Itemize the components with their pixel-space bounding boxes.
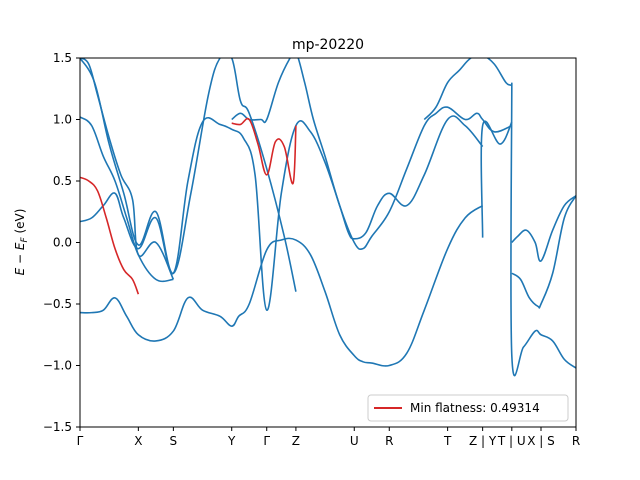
band-line-8 <box>510 82 576 377</box>
band-line-7 <box>480 120 513 238</box>
y-tick-label: −1.5 <box>43 420 72 434</box>
band-line-10 <box>511 195 576 309</box>
x-tick-label: X | S <box>527 434 555 448</box>
high-symmetry-lines <box>138 58 541 427</box>
flat-band-line <box>231 117 297 185</box>
x-tick-label: Γ <box>263 434 270 448</box>
legend-box <box>367 394 569 422</box>
band-line-9 <box>511 195 576 262</box>
y-tick-label: −1.0 <box>43 359 72 373</box>
x-tick-label: R <box>572 434 580 448</box>
band-line-2 <box>80 58 175 280</box>
y-tick-label: 1.0 <box>53 113 72 127</box>
x-tick-label: T | U <box>497 434 526 448</box>
x-tick-label: T <box>443 434 452 448</box>
x-tick-label: Z | Y <box>469 434 497 448</box>
legend: Min flatness: 0.49314 <box>367 394 569 422</box>
flat-band-line <box>80 176 140 295</box>
x-tick-label: X <box>134 434 142 448</box>
band-line-0 <box>80 204 484 367</box>
x-tick-label: Z <box>292 434 300 448</box>
y-tick-label: 0.0 <box>53 236 72 250</box>
band-line-4 <box>80 58 297 292</box>
plot-frame <box>79 57 577 428</box>
band-line-3 <box>80 116 174 283</box>
y-tick-label: 0.5 <box>53 174 72 188</box>
legend-label: Min flatness: 0.49314 <box>410 401 540 415</box>
y-tick-label: −0.5 <box>43 297 72 311</box>
y-axis-label: E − EF (eV) <box>13 209 30 276</box>
x-tick-label: Γ <box>77 434 84 448</box>
band-line-6 <box>423 58 513 121</box>
band-line-1 <box>80 115 484 311</box>
band-line-5 <box>231 58 513 251</box>
chart-title: mp-20220 <box>292 37 364 53</box>
x-tick-label: S <box>170 434 178 448</box>
x-tick-label: U <box>350 434 359 448</box>
bands-layer <box>80 58 576 377</box>
y-tick-label: 1.5 <box>53 51 72 65</box>
x-tick-label: R <box>385 434 393 448</box>
x-tick-label: Y <box>227 434 236 448</box>
